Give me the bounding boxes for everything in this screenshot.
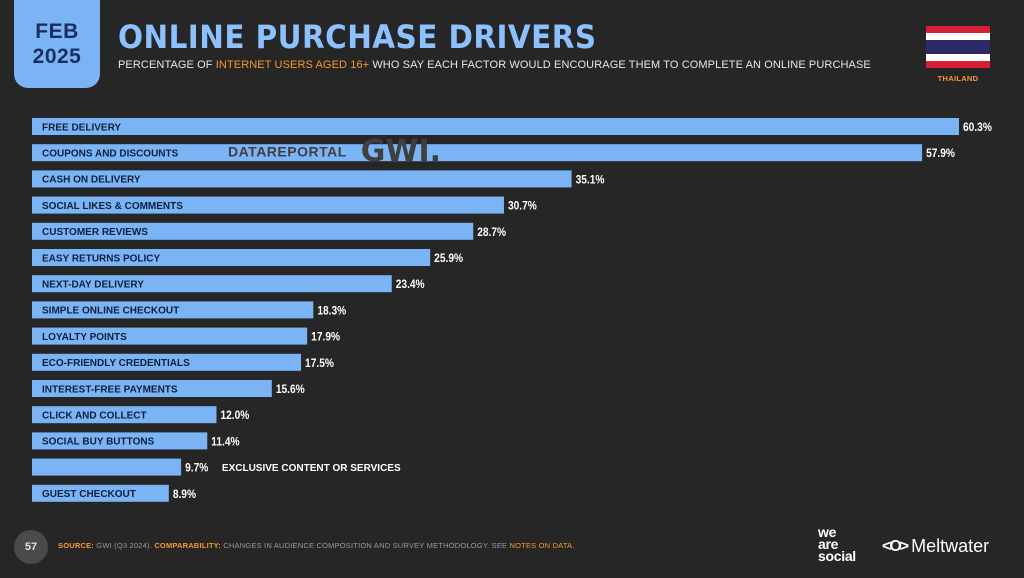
- bar-category-label: COUPONS AND DISCOUNTS: [42, 149, 179, 160]
- page-title: ONLINE PURCHASE DRIVERS: [118, 18, 597, 56]
- bar: [32, 353, 302, 371]
- bar: [32, 144, 923, 162]
- bar-category-label: EXCLUSIVE CONTENT OR SERVICES: [222, 463, 401, 474]
- page-number: 57: [14, 530, 48, 564]
- date-badge: FEB 2025: [14, 0, 100, 88]
- bar-value-label: 60.3%: [963, 121, 992, 134]
- watermark-gwi: GWI.: [360, 134, 442, 169]
- we-are-social-logo: we are social: [818, 524, 868, 564]
- source-label: SOURCE:: [58, 541, 94, 550]
- bar-category-label: FREE DELIVERY: [42, 122, 121, 133]
- watermark: DATAREPORTAL GWI.: [228, 134, 441, 169]
- bar-category-label: EASY RETURNS POLICY: [42, 253, 160, 264]
- bar: [32, 406, 217, 424]
- notes-on-data-link[interactable]: NOTES ON DATA: [509, 541, 573, 550]
- bar: [32, 458, 182, 476]
- date-month: FEB: [35, 20, 79, 43]
- bar-value-label: 15.6%: [276, 383, 305, 396]
- bar-category-label: CUSTOMER REVIEWS: [42, 227, 148, 238]
- was-line1: we: [818, 524, 837, 540]
- date-year: 2025: [32, 45, 82, 68]
- bar-category-label: SIMPLE ONLINE CHECKOUT: [42, 306, 179, 317]
- bar: [32, 484, 169, 502]
- bar: [32, 275, 392, 293]
- footer-source: SOURCE: GWI (Q3 2024). COMPARABILITY: CH…: [58, 541, 575, 550]
- bar: [32, 222, 474, 240]
- source-text: GWI (Q3 2024).: [94, 541, 155, 550]
- bar: [32, 170, 572, 188]
- bar-category-label: SOCIAL BUY BUTTONS: [42, 437, 155, 448]
- bar-value-label: 23.4%: [396, 279, 425, 292]
- bar: [32, 118, 959, 135]
- bar-value-label: 8.9%: [173, 488, 196, 501]
- bar: [32, 380, 272, 397]
- bar-value-label: 25.9%: [434, 252, 463, 265]
- was-line2: are: [818, 536, 839, 552]
- bar-value-label: 30.7%: [508, 200, 537, 213]
- notes-end: .: [572, 541, 575, 550]
- bar-value-label: 57.9%: [926, 148, 955, 161]
- bar-category-label: GUEST CHECKOUT: [42, 489, 136, 500]
- bar-value-label: 28.7%: [477, 226, 506, 239]
- subtitle-pre: PERCENTAGE OF: [118, 59, 216, 71]
- bar-value-label: 11.4%: [211, 436, 239, 449]
- bar-value-label: 18.3%: [317, 305, 346, 318]
- bar-category-label: ECO-FRIENDLY CREDENTIALS: [42, 358, 190, 369]
- was-line3: social: [818, 548, 856, 564]
- meltwater-wordmark: Meltwater: [911, 536, 990, 556]
- bar-value-label: 12.0%: [220, 410, 249, 423]
- bar-value-label: 17.5%: [305, 357, 334, 370]
- bar: [32, 301, 314, 319]
- page-subtitle: PERCENTAGE OF INTERNET USERS AGED 16+ WH…: [118, 59, 871, 71]
- comparability-text: CHANGES IN AUDIENCE COMPOSITION AND SURV…: [221, 541, 510, 550]
- watermark-datareportal: DATAREPORTAL: [228, 143, 347, 160]
- comparability-label: COMPARABILITY:: [154, 541, 221, 550]
- meltwater-logo: <O> Meltwater: [882, 536, 989, 557]
- bar: [32, 327, 308, 345]
- meltwater-icon: <O>: [882, 537, 909, 555]
- subtitle-highlight: INTERNET USERS AGED 16+: [215, 59, 370, 71]
- country-label: THAILAND: [937, 74, 979, 83]
- bar: [32, 432, 208, 450]
- thailand-flag-icon: [926, 26, 990, 68]
- subtitle-post: WHO SAY EACH FACTOR WOULD ENCOURAGE THEM…: [369, 59, 871, 71]
- bar: [32, 196, 504, 214]
- bar-value-label: 9.7%: [185, 462, 208, 475]
- bar-category-label: INTEREST-FREE PAYMENTS: [42, 384, 178, 395]
- bar: [32, 249, 431, 266]
- bar-value-label: 35.1%: [576, 174, 605, 187]
- bar-category-label: LOYALTY POINTS: [42, 332, 127, 343]
- bar-category-label: CLICK AND COLLECT: [42, 411, 147, 422]
- bar-value-label: 17.9%: [311, 331, 340, 344]
- bar-category-label: SOCIAL LIKES & COMMENTS: [42, 201, 183, 212]
- bar-category-label: NEXT-DAY DELIVERY: [42, 280, 144, 291]
- bar-category-label: CASH ON DELIVERY: [42, 175, 141, 186]
